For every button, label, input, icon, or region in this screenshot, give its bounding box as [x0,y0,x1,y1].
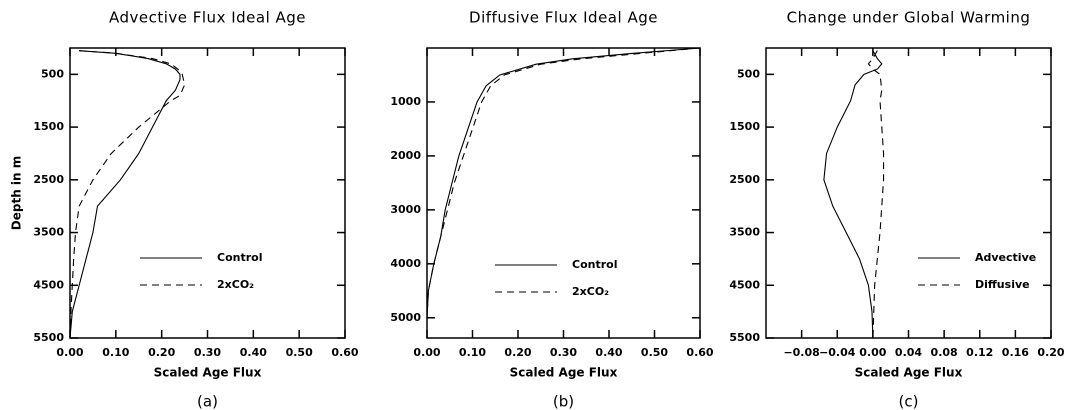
legend-label: Diffusive [975,278,1030,291]
x-tick-label: 0.00 [56,346,83,359]
x-tick-label: −0.04 [819,346,856,359]
y-tick-label: 1000 [390,95,421,108]
x-tick-label: 0.00 [859,346,886,359]
y-tick-label: 1500 [33,120,64,133]
caption: (a) [197,393,218,410]
y-tick-label: 5500 [729,331,760,344]
y-tick-label: 500 [737,67,760,80]
y-tick-label: 1500 [729,120,760,133]
x-tick-label: 0.60 [331,346,358,359]
y-tick-label: 500 [41,67,64,80]
plot-frame [765,47,1052,339]
y-axis-label: Depth in m [10,156,24,230]
x-tick-label: 0.60 [686,346,713,359]
chart-title: Change under Global Warming [787,9,1031,27]
y-tick-label: 2500 [729,173,760,186]
legend-label: Control [572,258,617,271]
data-line [69,50,186,339]
x-tick-label: 0.20 [148,346,175,359]
y-tick-label: 2500 [33,173,64,186]
x-axis-label: Scaled Age Flux [855,366,963,380]
x-tick-label: 0.10 [459,346,486,359]
chart-title: Advective Flux Ideal Age [109,9,306,27]
x-axis-label: Scaled Age Flux [154,366,262,380]
x-tick-label: 0.30 [550,346,577,359]
x-tick-label: 0.40 [595,346,622,359]
legend-label: 2xCO₂ [572,285,609,298]
x-tick-label: 0.30 [194,346,221,359]
data-line [69,50,181,339]
x-tick-label: 0.04 [895,346,922,359]
x-tick-label: 0.12 [966,346,993,359]
x-tick-label: 0.50 [641,346,668,359]
x-tick-label: 0.00 [413,346,440,359]
data-line [867,50,885,339]
caption: (c) [899,393,919,410]
x-tick-label: 0.16 [1002,346,1029,359]
legend-label: 2xCO₂ [217,278,254,291]
caption: (b) [553,393,574,410]
plot-frame [426,47,701,339]
legend-label: Control [217,251,262,264]
x-tick-label: 0.20 [1037,346,1064,359]
y-tick-label: 2000 [390,149,421,162]
y-tick-label: 4000 [390,257,421,270]
chart-title: Diffusive Flux Ideal Age [469,9,658,27]
x-axis-label: Scaled Age Flux [510,366,618,380]
x-tick-label: 0.50 [286,346,313,359]
y-tick-label: 4500 [33,278,64,291]
data-line [426,47,701,318]
y-tick-label: 5000 [390,311,421,324]
y-tick-label: 4500 [729,278,760,291]
y-tick-label: 3000 [390,203,421,216]
data-line [823,50,883,339]
x-tick-label: 0.20 [504,346,531,359]
y-tick-label: 3500 [33,226,64,239]
x-tick-label: 0.40 [240,346,267,359]
y-tick-label: 5500 [33,331,64,344]
plot-frame [69,47,346,339]
legend-label: Advective [975,251,1036,264]
x-tick-label: −0.08 [783,346,819,359]
x-tick-label: 0.08 [931,346,958,359]
x-tick-label: 0.10 [102,346,129,359]
data-line [426,47,701,318]
y-tick-label: 3500 [729,226,760,239]
